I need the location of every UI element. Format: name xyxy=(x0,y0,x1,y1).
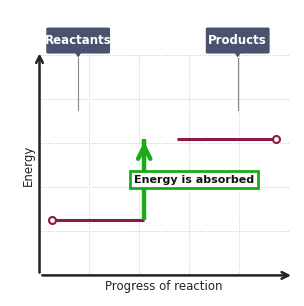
X-axis label: Progress of reaction: Progress of reaction xyxy=(105,280,223,293)
Text: Reactants: Reactants xyxy=(45,34,112,47)
Text: Energy is absorbed: Energy is absorbed xyxy=(134,174,254,185)
Text: Products: Products xyxy=(208,34,267,47)
Y-axis label: Energy: Energy xyxy=(22,144,35,186)
